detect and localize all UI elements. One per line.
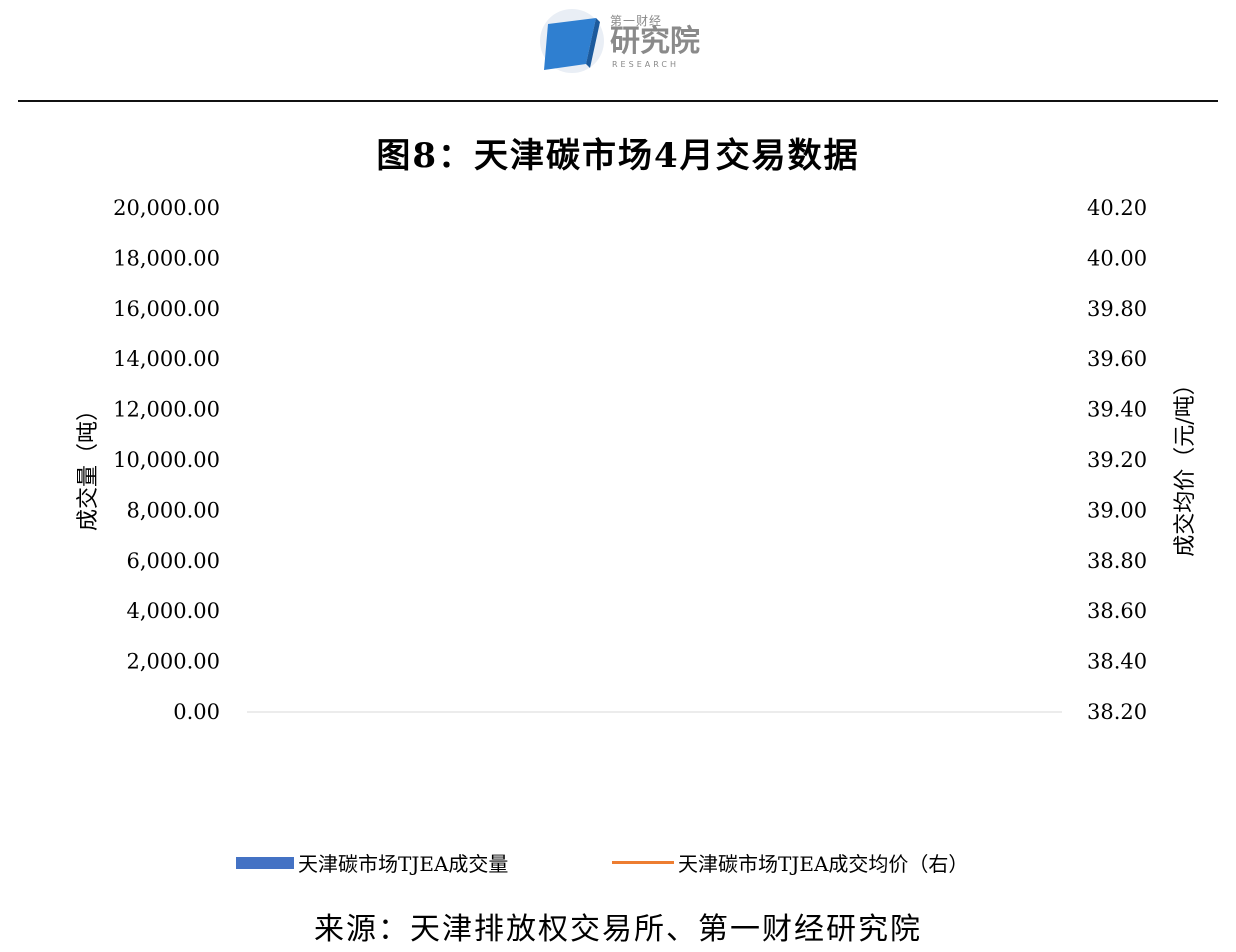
y2-tick-label: 39.00 xyxy=(1087,498,1147,522)
chart-title: 图8：天津碳市场4月交易数据 xyxy=(376,136,860,176)
y-tick-label: 14,000.00 xyxy=(113,347,220,371)
y-tick-label: 18,000.00 xyxy=(113,246,220,270)
y-tick-label: 16,000.00 xyxy=(113,297,220,321)
y2-tick-label: 39.20 xyxy=(1087,448,1147,472)
legend-item-volume: 天津碳市场TJEA成交量 xyxy=(236,848,508,877)
y2-tick-label: 39.40 xyxy=(1087,398,1147,422)
header-divider xyxy=(18,100,1218,102)
right-axis-ticks: 38.20 38.40 38.60 38.80 39.00 39.20 39.40 39.60… xyxy=(1087,196,1147,724)
y2-tick-label: 38.40 xyxy=(1087,650,1147,674)
y2-tick-label: 38.20 xyxy=(1087,700,1147,724)
logo-subtitle: RESEARCH xyxy=(612,60,679,69)
y2-tick-label: 38.80 xyxy=(1087,549,1147,573)
y2-tick-label: 39.60 xyxy=(1087,347,1147,371)
y2-axis-label: 成交均价（元/吨） xyxy=(1173,373,1198,556)
y2-tick-label: 40.00 xyxy=(1087,246,1147,270)
logo-tagline: 第一财经 xyxy=(610,14,663,28)
y-tick-label: 20,000.00 xyxy=(113,196,220,220)
research-logo xyxy=(540,9,604,73)
legend-item-price: 天津碳市场TJEA成交均价（右） xyxy=(612,848,968,877)
y-tick-label: 0.00 xyxy=(173,700,220,724)
y-tick-label: 10,000.00 xyxy=(113,448,220,472)
logo-emblem-icon xyxy=(544,18,596,70)
y-tick-label: 12,000.00 xyxy=(113,398,220,422)
y-tick-label: 6,000.00 xyxy=(126,549,220,573)
legend-swatch-bar xyxy=(236,856,294,869)
y2-tick-label: 40.20 xyxy=(1087,196,1147,220)
y-tick-label: 4,000.00 xyxy=(126,599,220,623)
y-tick-label: 2,000.00 xyxy=(126,650,220,674)
legend-label-volume: 天津碳市场TJEA成交量 xyxy=(298,852,509,876)
source-note: 来源：天津排放权交易所、第一财经研究院 xyxy=(314,912,922,947)
left-axis-ticks: 0.00 2,000.00 4,000.00 6,000.00 8,000.00 10,0… xyxy=(113,196,220,724)
chart-legend: 天津碳市场TJEA成交量 天津碳市场TJEA成交均价（右） xyxy=(0,848,1236,878)
y-axis-label: 成交量（吨） xyxy=(76,399,101,531)
chart-canvas: 0.00 2,000.00 4,000.00 6,000.00 8,000.00 10,0… xyxy=(76,196,1198,724)
legend-label-price: 天津碳市场TJEA成交均价（右） xyxy=(678,852,969,876)
y2-tick-label: 38.60 xyxy=(1087,599,1147,623)
y-tick-label: 8,000.00 xyxy=(126,498,220,522)
legend-swatch-line xyxy=(612,861,674,864)
logo-name: 研究院 xyxy=(610,24,700,59)
y2-tick-label: 39.80 xyxy=(1087,297,1147,321)
